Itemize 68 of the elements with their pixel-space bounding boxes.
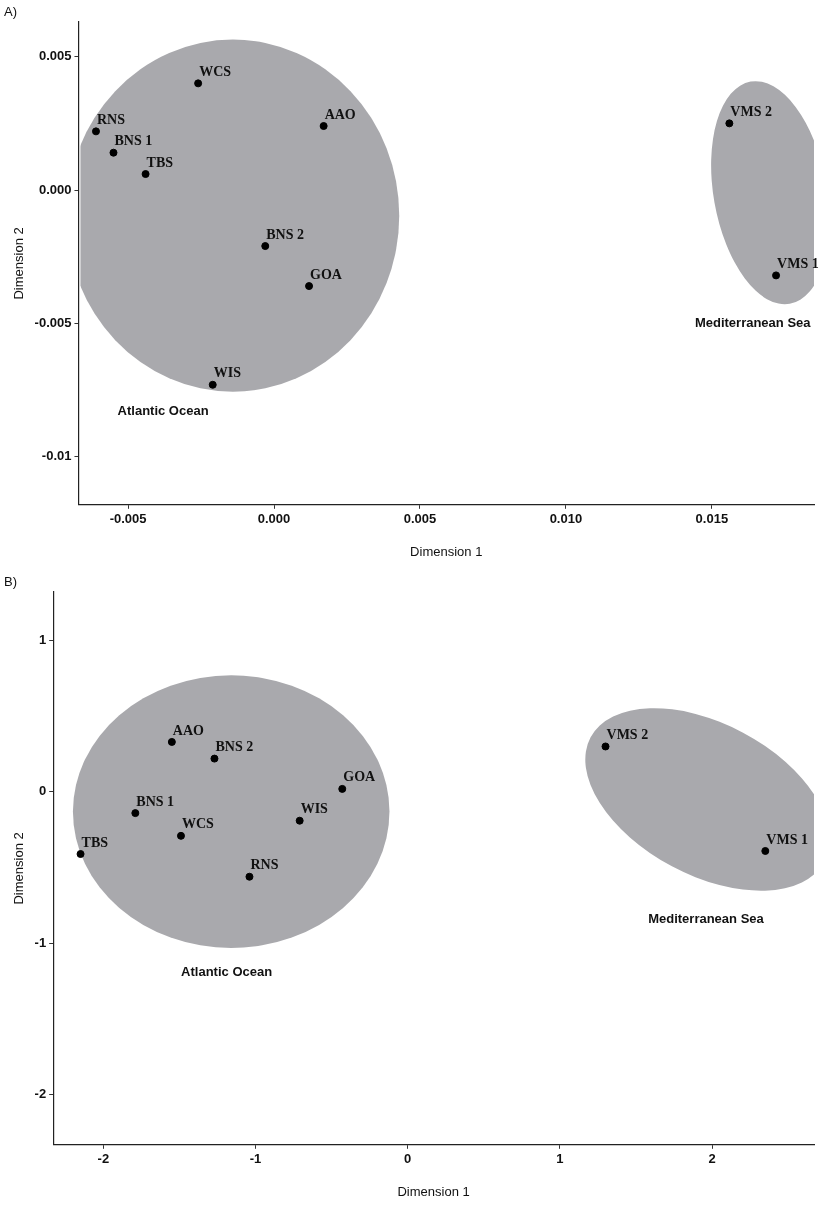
point: [91, 127, 100, 136]
point: [208, 380, 217, 389]
point: [772, 271, 781, 280]
y-tick-label: 0.005: [38, 48, 72, 64]
series-label: VMS 1: [777, 256, 819, 272]
x-tick-label: 0.015: [695, 511, 729, 527]
annotation: Mediterranean Sea: [648, 910, 765, 926]
point: [194, 79, 203, 88]
point: [131, 809, 140, 818]
series-label: RNS: [250, 857, 279, 873]
point: [725, 119, 734, 128]
point: [176, 831, 185, 840]
annotation: Atlantic Ocean: [117, 403, 209, 419]
x-tick-label: -1: [249, 1151, 262, 1167]
chart-title: B): [4, 574, 17, 590]
y-axis-title: Dimension 2: [11, 832, 27, 905]
point: [109, 148, 118, 157]
series-label: GOA: [310, 266, 343, 282]
x-axis-title: Dimension 1: [397, 1183, 470, 1199]
y-tick-label: -0.005: [34, 314, 72, 330]
point: [141, 170, 150, 179]
y-tick-label: 1: [38, 632, 47, 648]
series-label: WCS: [199, 63, 232, 79]
series-label: GOA: [343, 769, 377, 785]
point: [261, 242, 270, 251]
x-tick-label: 2: [708, 1151, 716, 1167]
y-tick-label: -1: [34, 934, 47, 950]
series-label: BNS 2: [266, 226, 304, 242]
series-label: VMS 1: [766, 831, 808, 847]
series-label: TBS: [146, 154, 174, 170]
series-label: WIS: [300, 801, 329, 817]
x-axis-title: Dimension 1: [410, 543, 483, 559]
y-tick-label: 0.000: [38, 181, 72, 197]
series-label: VMS 2: [730, 103, 772, 119]
series-label: RNS: [96, 111, 126, 127]
point: [210, 754, 219, 763]
series-label: AAO: [324, 106, 356, 122]
annotation: Mediterranean Sea: [694, 314, 812, 330]
point: [338, 784, 347, 793]
point: [761, 846, 770, 855]
series-label: AAO: [172, 722, 205, 738]
chart-title: A): [4, 4, 17, 20]
point: [601, 742, 610, 751]
point: [76, 850, 85, 859]
x-tick-label: -0.005: [109, 511, 147, 527]
x-tick-label: -2: [97, 1151, 110, 1167]
series-label: BNS 1: [114, 133, 153, 149]
x-tick-label: 1: [556, 1151, 564, 1167]
series-label: VMS 2: [606, 727, 649, 743]
y-tick-label: 0: [38, 783, 47, 799]
x-tick-label: 0.010: [549, 511, 583, 527]
series-label: WCS: [181, 816, 215, 832]
annotation: Atlantic Ocean: [181, 963, 273, 979]
series-label: WIS: [213, 365, 242, 381]
series-label: BNS 1: [136, 793, 175, 809]
point: [295, 816, 304, 825]
y-tick-label: -0.01: [41, 448, 72, 464]
series-label: TBS: [81, 834, 109, 850]
point: [305, 282, 314, 291]
point: [319, 122, 328, 131]
y-tick-label: -2: [34, 1086, 47, 1102]
x-tick-label: 0.005: [403, 511, 437, 527]
y-axis-title: Dimension 2: [11, 227, 27, 300]
x-tick-label: 0.000: [257, 511, 291, 527]
point: [245, 872, 254, 881]
x-tick-label: 0: [404, 1151, 412, 1167]
series-label: BNS 2: [215, 739, 254, 755]
point: [167, 737, 176, 746]
